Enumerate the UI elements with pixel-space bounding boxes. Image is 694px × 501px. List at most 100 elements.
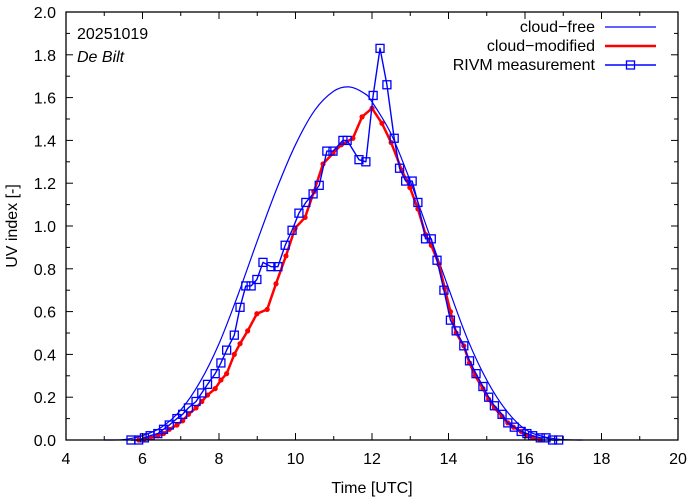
marker-rivm-measurement [229, 330, 239, 340]
point-cloud-modified [359, 114, 365, 120]
legend-item-cloud-modified: cloud−modified [487, 38, 656, 55]
point-cloud-modified [245, 328, 251, 334]
marker-rivm-measurement [445, 315, 456, 325]
marker-rivm-measurement [235, 302, 245, 312]
legend-label-cloud-free: cloud−free [520, 19, 595, 36]
legend: cloud−free cloud−modified RIVM measureme… [453, 19, 656, 74]
marker-rivm-measurement [413, 197, 423, 208]
point-cloud-modified [302, 214, 308, 221]
legend-item-rivm-measurement: RIVM measurement [453, 57, 656, 74]
point-cloud-modified [407, 184, 413, 191]
marker-rivm-measurement [287, 225, 297, 235]
marker-rivm-measurement [389, 133, 399, 143]
ticks-layer: 4 6 8 10 12 14 16 18 20 0.0 0.2 0.4 0.6 0.8 1.0 1.2 1.4 1… [34, 5, 687, 468]
legend-label-cloud-modified: cloud−modified [487, 38, 595, 55]
marker-rivm-measurement [314, 180, 324, 190]
marker-rivm-measurement [401, 176, 411, 186]
plot-frame [65, 11, 679, 441]
marker-rivm-measurement [139, 433, 150, 443]
marker-rivm-measurement [241, 281, 251, 291]
point-cloud-modified [254, 311, 260, 317]
x-tick-label: 20 [669, 451, 687, 468]
y-tick-label: 0.4 [34, 347, 56, 364]
y-tick-label: 0.2 [34, 390, 56, 407]
y-axis-title: UV index [-] [4, 184, 21, 268]
marker-rivm-measurement [426, 234, 436, 244]
point-cloud-modified [224, 371, 230, 377]
x-tick-label: 16 [516, 451, 534, 468]
marker-rivm-measurement [489, 401, 500, 411]
x-tick-label: 10 [287, 451, 305, 468]
y-tick-label: 1.2 [34, 176, 56, 193]
marker-rivm-measurement [246, 281, 256, 291]
point-cloud-modified [237, 341, 243, 347]
annotation-date: 20251019 [77, 26, 148, 43]
marker-rivm-measurement [451, 326, 461, 336]
point-cloud-modified [283, 253, 289, 259]
marker-rivm-measurement [252, 274, 262, 285]
x-tick-label: 18 [593, 451, 611, 468]
y-tick-label: 1.0 [34, 219, 56, 236]
marker-rivm-measurement [221, 345, 232, 355]
marker-rivm-measurement [202, 379, 213, 390]
marker-rivm-measurement [368, 90, 378, 101]
marker-rivm-measurement [328, 146, 338, 156]
y-tick-label: 2.0 [34, 5, 56, 22]
annotation-location: De Bilt [77, 49, 125, 66]
x-tick-label: 6 [138, 451, 147, 468]
x-tick-label: 8 [215, 451, 224, 468]
x-tick-label: 14 [440, 451, 458, 468]
marker-rivm-measurement [342, 135, 352, 146]
legend-marker-square [625, 60, 636, 70]
marker-rivm-measurement [471, 369, 481, 379]
marker-rivm-measurement [516, 426, 526, 437]
marker-rivm-measurement [266, 262, 276, 272]
y-tick-label: 0.8 [34, 262, 56, 279]
marker-rivm-measurement [294, 208, 304, 218]
marker-rivm-measurement [478, 381, 488, 392]
line-cloud-free [104, 86, 583, 441]
marker-rivm-measurement [183, 403, 194, 413]
line-rivm-measurement [131, 47, 559, 441]
marker-rivm-measurement [273, 262, 283, 272]
marker-rivm-measurement [322, 146, 332, 156]
marker-rivm-measurement [164, 420, 174, 430]
legend-item-cloud-free: cloud−free [520, 19, 656, 36]
marker-rivm-measurement [382, 80, 392, 90]
marker-rivm-measurement [210, 369, 220, 379]
marker-rivm-measurement [178, 409, 188, 419]
series-cloud-modified [136, 105, 543, 443]
marker-rivm-measurement [354, 155, 364, 165]
series-layer [104, 43, 583, 445]
y-tick-label: 0.6 [34, 305, 56, 322]
point-cloud-modified [264, 306, 270, 313]
marker-rivm-measurement [407, 176, 417, 186]
point-cloud-modified [212, 386, 218, 392]
marker-rivm-measurement [432, 255, 442, 265]
marker-rivm-measurement [197, 388, 207, 398]
marker-rivm-measurement [216, 358, 226, 368]
marker-rivm-measurement [439, 285, 449, 295]
marker-rivm-measurement [280, 240, 290, 250]
legend-label-rivm-measurement: RIVM measurement [453, 57, 596, 74]
y-tick-label: 1.4 [34, 133, 56, 150]
marker-rivm-measurement [535, 433, 545, 443]
y-tick-label: 1.8 [34, 48, 56, 65]
marker-rivm-measurement [522, 428, 532, 439]
x-axis-title: Time [UTC] [331, 480, 412, 497]
point-cloud-modified [231, 351, 237, 357]
y-tick-label: 1.6 [34, 91, 56, 108]
marker-rivm-measurement [301, 197, 311, 208]
marker-rivm-measurement [394, 163, 405, 173]
point-cloud-modified [218, 377, 224, 383]
marker-rivm-measurement [375, 43, 385, 54]
point-cloud-modified [379, 120, 385, 126]
series-rivm-measurement [126, 43, 564, 445]
marker-rivm-measurement [484, 392, 494, 402]
marker-rivm-measurement [541, 433, 551, 443]
y-tick-label: 0.0 [34, 433, 56, 450]
marker-rivm-measurement [464, 356, 475, 366]
marker-rivm-measurement [420, 234, 431, 244]
marker-rivm-measurement [308, 189, 318, 199]
